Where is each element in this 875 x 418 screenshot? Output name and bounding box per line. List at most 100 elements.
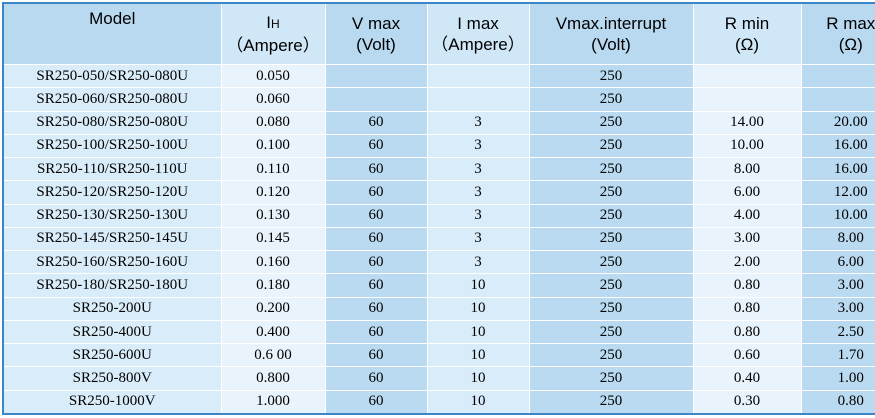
cell-vmax: 60 xyxy=(324,343,428,368)
table-row: SR250-160/SR250-160U 0.160 60 3 250 2.00 6.00 xyxy=(2,250,875,275)
cell-vmax-interrupt: 250 xyxy=(528,389,694,415)
cell-imax: 3 xyxy=(426,226,530,252)
header-rmin: R min (Ω) xyxy=(692,2,802,65)
table-row: SR250-050/SR250-080U 0.050 250 xyxy=(2,63,875,89)
cell-vmax xyxy=(324,87,428,112)
cell-imax: 10 xyxy=(426,389,530,415)
cell-imax: 10 xyxy=(426,319,530,345)
cell-vmax-interrupt: 250 xyxy=(528,273,694,298)
cell-rmin: 3.00 xyxy=(692,226,802,252)
cell-vmax-interrupt: 250 xyxy=(528,180,694,205)
header-row: Model IH （Ampere） V max (Volt) I max （Am… xyxy=(2,2,875,65)
cell-vmax-interrupt: 250 xyxy=(528,133,694,159)
cell-imax: 10 xyxy=(426,343,530,368)
header-vmax-label: V max xyxy=(351,14,401,33)
cell-ih: 0.180 xyxy=(220,273,326,298)
cell-model: SR250-600U xyxy=(2,343,222,368)
table-row: SR250-1000V 1.000 60 10 250 0.30 0.80 xyxy=(2,389,875,415)
header-imax-unit: （Ampere） xyxy=(431,35,525,54)
cell-imax: 3 xyxy=(426,110,530,135)
cell-vmax: 60 xyxy=(324,133,428,159)
cell-vmax-interrupt: 250 xyxy=(528,366,694,391)
cell-model: SR250-800V xyxy=(2,366,222,391)
header-rmax: R max (Ω) xyxy=(800,2,875,65)
header-model-label: Model xyxy=(89,9,136,28)
cell-vmax xyxy=(324,63,428,89)
cell-rmin: 14.00 xyxy=(692,110,802,135)
cell-vmax: 60 xyxy=(324,226,428,252)
cell-model: SR250-200U xyxy=(2,296,222,321)
cell-vmax-interrupt: 250 xyxy=(528,296,694,321)
cell-vmax-interrupt: 250 xyxy=(528,110,694,135)
cell-imax: 3 xyxy=(426,180,530,205)
header-rmax-unit: (Ω) xyxy=(838,35,863,54)
cell-rmax: 6.00 xyxy=(800,250,875,275)
cell-model: SR250-120/SR250-120U xyxy=(2,180,222,205)
cell-imax: 10 xyxy=(426,273,530,298)
header-rmin-unit: (Ω) xyxy=(734,35,760,54)
cell-vmax: 60 xyxy=(324,389,428,415)
cell-vmax: 60 xyxy=(324,366,428,391)
cell-vmax-interrupt: 250 xyxy=(528,343,694,368)
cell-ih: 0.200 xyxy=(220,296,326,321)
table-row: SR250-110/SR250-110U 0.110 60 3 250 8.00 16.00 xyxy=(2,157,875,182)
cell-imax xyxy=(426,63,530,89)
cell-rmax: 1.00 xyxy=(800,366,875,391)
header-ih-symbol: I xyxy=(266,13,272,32)
cell-imax: 3 xyxy=(426,133,530,159)
header-vmax-interrupt: Vmax.interrupt (Volt) xyxy=(528,2,694,65)
cell-rmin: 8.00 xyxy=(692,157,802,182)
cell-ih: 0.400 xyxy=(220,319,326,345)
cell-rmax: 12.00 xyxy=(800,180,875,205)
cell-rmax xyxy=(800,63,875,89)
cell-model: SR250-060/SR250-080U xyxy=(2,87,222,112)
cell-imax: 10 xyxy=(426,296,530,321)
cell-rmax: 1.70 xyxy=(800,343,875,368)
header-ih: IH （Ampere） xyxy=(220,2,326,65)
cell-vmax: 60 xyxy=(324,157,428,182)
cell-vmax-interrupt: 250 xyxy=(528,319,694,345)
cell-model: SR250-180/SR250-180U xyxy=(2,273,222,298)
cell-ih: 0.130 xyxy=(220,203,326,228)
cell-vmax-interrupt: 250 xyxy=(528,250,694,275)
cell-model: SR250-400U xyxy=(2,319,222,345)
cell-model: SR250-130/SR250-130U xyxy=(2,203,222,228)
cell-vmax: 60 xyxy=(324,180,428,205)
cell-imax: 3 xyxy=(426,157,530,182)
cell-ih: 0.050 xyxy=(220,63,326,89)
cell-ih: 1.000 xyxy=(220,389,326,415)
cell-vmax-interrupt: 250 xyxy=(528,157,694,182)
header-rmax-label: R max xyxy=(826,14,875,33)
cell-rmax: 8.00 xyxy=(800,226,875,252)
header-ih-line1: IH xyxy=(222,12,324,35)
cell-rmax: 2.50 xyxy=(800,319,875,345)
table-row: SR250-100/SR250-100U 0.100 60 3 250 10.00 16.0… xyxy=(2,133,875,159)
cell-imax: 3 xyxy=(426,250,530,275)
cell-rmin: 0.80 xyxy=(692,273,802,298)
header-vmax-interrupt-label: Vmax.interrupt xyxy=(555,14,667,33)
header-vmax-interrupt-unit: (Volt) xyxy=(591,35,631,54)
cell-rmin: 0.80 xyxy=(692,319,802,345)
cell-model: SR250-145/SR250-145U xyxy=(2,226,222,252)
cell-rmax: 10.00 xyxy=(800,203,875,228)
table-row: SR250-080/SR250-080U 0.080 60 3 250 14.00 20.0… xyxy=(2,110,875,135)
table-row: SR250-145/SR250-145U 0.145 60 3 250 3.00 8.00 xyxy=(2,226,875,252)
cell-rmin: 4.00 xyxy=(692,203,802,228)
cell-vmax-interrupt: 250 xyxy=(528,203,694,228)
cell-imax: 3 xyxy=(426,203,530,228)
table-row: SR250-180/SR250-180U 0.180 60 10 250 0.80 3.00 xyxy=(2,273,875,298)
cell-model: SR250-1000V xyxy=(2,389,222,415)
cell-model: SR250-160/SR250-160U xyxy=(2,250,222,275)
cell-imax xyxy=(426,87,530,112)
cell-rmax: 20.00 xyxy=(800,110,875,135)
cell-vmax: 60 xyxy=(324,319,428,345)
cell-model: SR250-050/SR250-080U xyxy=(2,63,222,89)
header-imax-label: I max xyxy=(457,14,499,33)
cell-rmax: 16.00 xyxy=(800,157,875,182)
header-vmax-unit: (Volt) xyxy=(356,35,396,54)
cell-ih: 0.120 xyxy=(220,180,326,205)
cell-vmax: 60 xyxy=(324,273,428,298)
cell-rmin: 0.60 xyxy=(692,343,802,368)
header-ih-unit: （Ampere） xyxy=(226,36,320,55)
